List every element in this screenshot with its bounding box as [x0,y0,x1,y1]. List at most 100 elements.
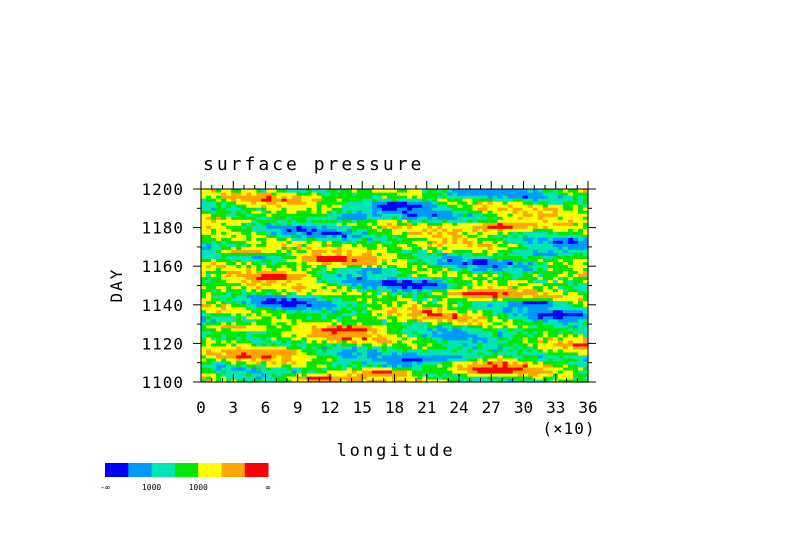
heatmap-cell [517,219,524,223]
heatmap-cell [261,210,267,214]
heatmap-cell [407,339,413,344]
heatmap-cell [522,204,529,208]
heatmap-cell [381,198,388,202]
heatmap-cell [407,252,413,256]
heatmap-cell [221,270,227,275]
heatmap-cell [477,228,484,232]
heatmap-cell [356,255,363,259]
heatmap-cell [527,198,534,202]
heatmap-cell [391,267,398,272]
heatmap-cell [361,291,368,296]
heatmap-cell [241,207,247,211]
heatmap-cell [291,270,298,275]
heatmap-cell [502,333,509,338]
heatmap-cell [402,315,408,320]
heatmap-cell [452,327,458,332]
heatmap-cell [577,321,584,326]
heatmap-cell [512,216,519,220]
heatmap-cell [296,192,303,196]
heatmap-cell [407,306,413,311]
heatmap-cell [361,255,368,259]
heatmap-cell [281,303,288,308]
heatmap-cell [557,342,564,347]
heatmap-cell [341,255,348,259]
heatmap-cell [432,285,438,290]
heatmap-cell [231,366,237,371]
heatmap-cell [361,342,368,347]
heatmap-cell [477,279,484,284]
heatmap-cell [407,210,413,214]
heatmap-cell [381,273,388,278]
heatmap-cell [371,369,378,374]
heatmap-cell [402,276,408,281]
heatmap-cell [492,303,499,308]
heatmap-cell [386,237,393,241]
heatmap-cell [507,273,514,278]
heatmap-cell [447,303,453,308]
heatmap-cell [557,360,564,365]
heatmap-cell [457,327,463,332]
heatmap-cell [527,315,534,320]
heatmap-cell [321,303,328,308]
heatmap-cell [311,375,318,380]
heatmap-cell [552,252,559,256]
heatmap-cell [301,267,308,272]
heatmap-cell [306,354,313,359]
heatmap-cell [351,216,358,220]
heatmap-cell [286,339,293,344]
heatmap-cell [582,309,589,314]
heatmap-cell [417,345,423,350]
heatmap-cell [231,312,237,317]
heatmap-cell [422,264,428,269]
heatmap-cell [422,324,428,329]
heatmap-cell [301,300,308,305]
heatmap-cell [311,345,318,350]
heatmap-cell [221,324,227,329]
heatmap-cell [512,249,519,253]
heatmap-cell [417,222,423,226]
heatmap-cell [452,225,458,229]
heatmap-cell [427,351,433,356]
heatmap-cell [437,333,443,338]
heatmap-cell [472,378,479,383]
heatmap-cell [251,279,257,284]
heatmap-cell [512,315,519,320]
heatmap-cell [361,240,368,244]
heatmap-cell [256,345,262,350]
heatmap-cell [432,363,438,368]
heatmap-cell [492,219,499,223]
heatmap-cell [417,210,423,214]
heatmap-cell [216,270,222,275]
heatmap-cell [316,303,323,308]
heatmap-cell [206,246,212,250]
heatmap-cell [502,345,509,350]
heatmap-cell [311,369,318,374]
heatmap-cell [276,249,283,253]
heatmap-cell [507,282,514,287]
heatmap-cell [356,336,363,341]
heatmap-cell [497,357,504,362]
heatmap-cell [467,237,474,241]
heatmap-cell [281,237,288,241]
heatmap-cell [351,312,358,317]
heatmap-cell [386,348,393,353]
heatmap-cell [532,342,539,347]
heatmap-cell [422,294,428,299]
heatmap-cell [311,342,318,347]
heatmap-cell [271,321,277,326]
heatmap-cell [432,327,438,332]
heatmap-cell [547,297,554,302]
heatmap-cell [482,330,489,335]
heatmap-cell [542,318,549,323]
heatmap-cell [321,327,328,332]
heatmap-cell [532,291,539,296]
heatmap-cell [256,321,262,326]
heatmap-cell [532,246,539,250]
heatmap-cell [492,258,499,262]
heatmap-cell [201,225,207,229]
heatmap-cell [341,285,348,290]
heatmap-cell [271,213,277,217]
heatmap-cell [291,312,298,317]
heatmap-cell [497,360,504,365]
heatmap-cell [326,204,333,208]
